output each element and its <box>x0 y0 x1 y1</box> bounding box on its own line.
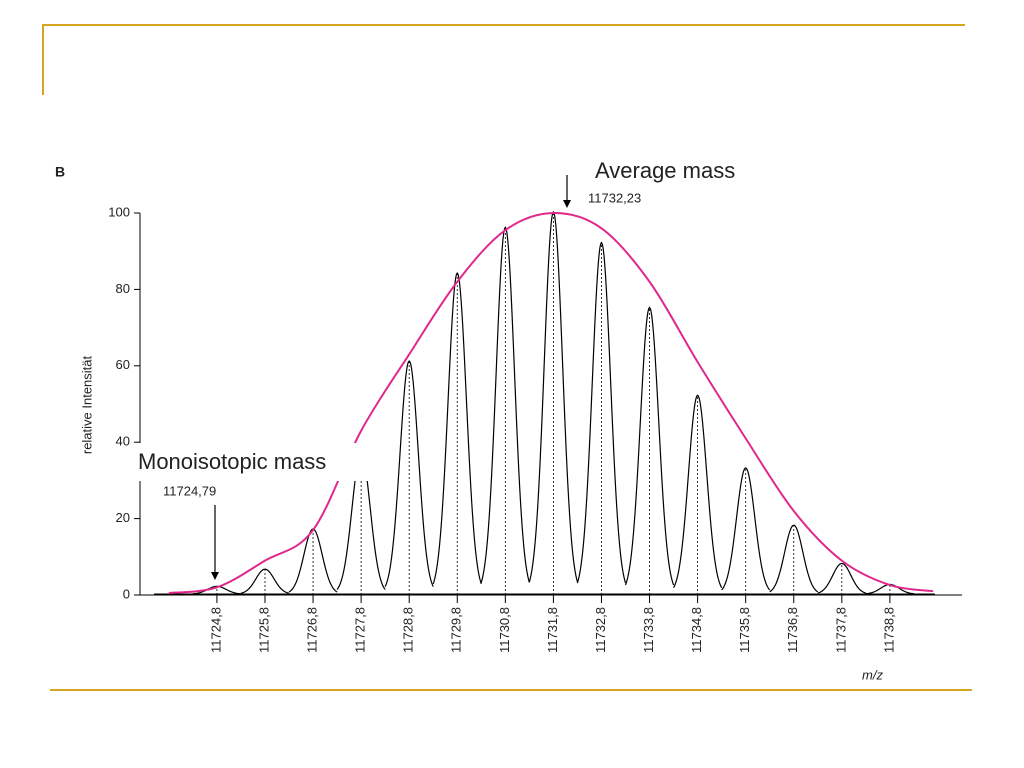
peak <box>721 467 771 591</box>
peak <box>240 568 290 594</box>
panel-label: B <box>55 164 65 180</box>
x-tick-label: 11732,8 <box>593 607 608 653</box>
x-tick-label: 11727,8 <box>353 607 368 653</box>
x-tick-label: 11728,8 <box>401 607 416 653</box>
x-tick-label: 11735,8 <box>737 607 752 653</box>
x-axis-label: m/z <box>862 667 883 682</box>
x-tick-label: 11730,8 <box>497 607 512 653</box>
y-tick-label: 40 <box>116 434 130 449</box>
x-tick-label: 11724,8 <box>208 607 223 653</box>
peak <box>769 524 819 593</box>
x-tick-label: 11725,8 <box>256 607 271 653</box>
x-tick-label: 11736,8 <box>785 607 800 653</box>
peak <box>576 241 627 584</box>
y-tick-label: 20 <box>116 510 130 525</box>
peak <box>384 360 434 587</box>
annotation: Average mass <box>595 158 735 183</box>
peak <box>817 562 867 594</box>
x-tick-label: 11726,8 <box>304 607 319 653</box>
envelope <box>168 211 934 595</box>
y-tick-label: 60 <box>116 357 130 372</box>
arrow-head <box>211 572 219 580</box>
annotations: Average mass 11732,23 Monoisotopic mass … <box>133 158 735 580</box>
x-tick-label: 11731,8 <box>545 607 560 653</box>
annotation: Monoisotopic mass <box>138 449 326 474</box>
x-tick-label: 11737,8 <box>833 607 848 653</box>
arrow-head <box>563 200 571 208</box>
plot: 0 20 40 60 80 100 11724,8 11725,8 11726,8 11727,8… <box>108 204 962 653</box>
peak <box>480 226 530 583</box>
label-box <box>133 443 371 481</box>
annotation-value: 11724,79 <box>163 483 216 498</box>
x-tick-label: 11733,8 <box>641 607 656 653</box>
x-tick-label: 11729,8 <box>449 607 464 653</box>
y-tick-label: 80 <box>116 281 130 296</box>
y-tick-label: 100 <box>108 204 130 219</box>
peak <box>624 306 675 586</box>
peak <box>432 272 482 585</box>
annotation-value: 11732,23 <box>588 190 641 205</box>
y-axis-label: relative Intensität <box>79 355 94 454</box>
peak <box>673 394 723 589</box>
x-tick-label: 11738,8 <box>881 607 896 653</box>
y-tick-label: 0 <box>123 586 130 601</box>
x-tick-label: 11734,8 <box>689 607 704 653</box>
